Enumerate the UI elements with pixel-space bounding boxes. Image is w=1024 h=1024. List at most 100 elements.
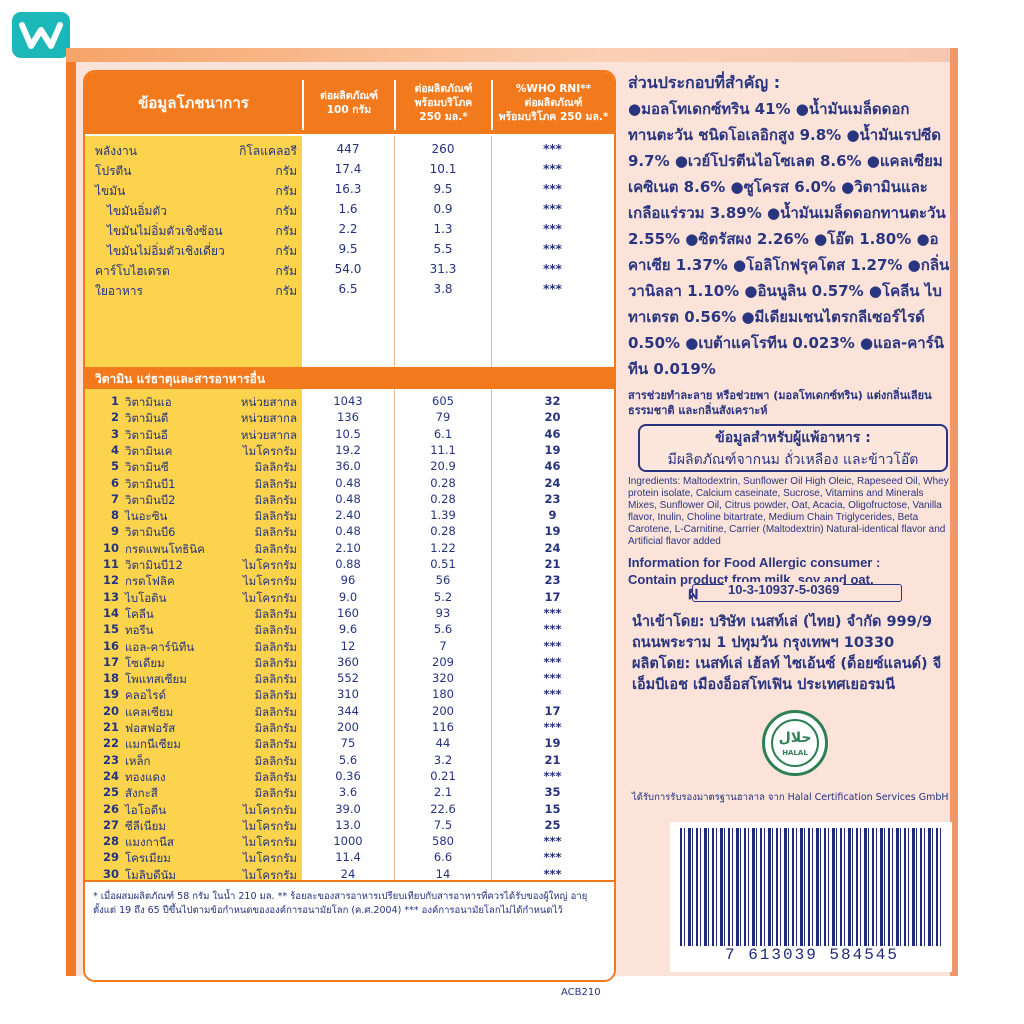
row-number: 6 <box>110 475 119 490</box>
value-who-rni: *** <box>543 142 562 156</box>
value-per-serving: 116 <box>432 720 454 734</box>
table-row: ไขมันไม่อิ่มตัวเชิงเดี่ยว กรัม 9.5 5.5 *** <box>85 240 614 260</box>
value-who-rni: *** <box>543 687 562 702</box>
value-per-serving: 10.1 <box>429 162 457 176</box>
value-per-serving: 1.3 <box>433 222 453 236</box>
table-row: 3 วิตามินอี หน่วยสากล 10.5 6.1 46 <box>85 425 614 442</box>
nutrient-name: โพแทสเซียม <box>125 672 187 687</box>
value-per-100g: 54.0 <box>334 262 362 276</box>
row-number: 25 <box>102 785 119 800</box>
table-row: พลังงาน กิโลแคลอรี 447 260 *** <box>85 140 614 160</box>
table-row: 28 แมงกานีส ไมโครกรัม 1000 580 *** <box>85 832 614 849</box>
nutrient-name: แมกนีเซียม <box>125 737 181 752</box>
ingredients-panel: ส่วนประกอบที่สำคัญ : ●มอลโทเดกซ์ทริน 41%… <box>628 70 952 588</box>
table-row: 29 โครเมียม ไมโครกรัม 11.4 6.6 *** <box>85 848 614 865</box>
value-per-serving: 5.5 <box>433 242 453 256</box>
value-per-100g: 2.10 <box>335 540 361 555</box>
nutrient-name: แคลเซียม <box>125 704 174 719</box>
table-row: 14 โคลีน มิลลิกรัม 160 93 *** <box>85 604 614 621</box>
brand-logo[interactable] <box>12 12 70 58</box>
table-row: 21 ฟอสฟอรัส มิลลิกรัม 200 116 *** <box>85 718 614 735</box>
nutrient-unit: กรัม <box>275 224 297 238</box>
row-number: 26 <box>102 801 119 816</box>
nutrient-unit: มิลลิกรัม <box>254 721 297 735</box>
value-who-rni: *** <box>543 182 562 196</box>
value-per-100g: 39.0 <box>335 801 361 816</box>
value-who-rni: 46 <box>544 426 561 441</box>
value-who-rni: 21 <box>544 557 561 571</box>
value-who-rni: 35 <box>544 785 561 800</box>
table-row: 25 สังกะสี มิลลิกรัม 3.6 2.1 35 <box>85 783 614 800</box>
nutrient-name: ไนอะซิน <box>125 509 168 524</box>
value-who-rni: 23 <box>544 491 561 506</box>
table-row: 11 วิตามินบี12 ไมโครกรัม 0.88 0.51 21 <box>85 555 614 572</box>
value-per-100g: 310 <box>337 687 359 702</box>
nutrient-unit: ไมโครกรัม <box>242 835 297 850</box>
value-who-rni: *** <box>543 834 562 849</box>
nutrient-name: วิตามินอี <box>125 427 168 442</box>
value-per-serving: 5.6 <box>433 622 453 637</box>
header-per-serving: ต่อผลิตภัณฑ์ พร้อมบริโภค 250 มล.* <box>414 83 473 123</box>
nutrient-unit: กรัม <box>275 204 297 218</box>
nutrient-name: วิตามินบี6 <box>125 525 176 540</box>
value-who-rni: 25 <box>544 817 561 832</box>
header-divider <box>394 80 396 130</box>
value-per-100g: 360 <box>337 654 359 669</box>
header-who-rni: %WHO RNI** ต่อผลิตภัณฑ์ พร้อมบริโภค 250 … <box>498 83 609 123</box>
value-per-100g: 3.6 <box>338 785 358 800</box>
nutrient-unit: มิลลิกรัม <box>254 606 297 621</box>
footnote: * เมื่อผสมผลิตภัณฑ์ 58 กรัม ในน้ำ 210 มล… <box>85 880 614 980</box>
row-number: 9 <box>110 524 119 539</box>
value-who-rni: *** <box>543 202 562 216</box>
value-per-serving: 20.9 <box>430 459 456 474</box>
nutrient-name: คาร์โบไฮเดรต <box>95 264 170 278</box>
table-row: 27 ซีลีเนียม ไมโครกรัม 13.0 7.5 25 <box>85 816 614 833</box>
value-per-100g: 1000 <box>333 834 363 849</box>
nutrient-name: คลอไรด์ <box>125 688 167 703</box>
row-number: 7 <box>110 491 119 506</box>
value-per-100g: 0.48 <box>335 475 361 490</box>
row-number: 2 <box>110 410 119 425</box>
nutrient-name: โมลิบดีนัม <box>125 867 177 882</box>
nutrient-name: ทองแดง <box>125 769 166 784</box>
nutrient-name: ไขมัน <box>95 184 126 198</box>
value-per-100g: 0.88 <box>335 557 361 571</box>
nutrient-name: สังกะสี <box>125 786 158 801</box>
value-per-serving: 0.21 <box>430 768 456 783</box>
row-number: 3 <box>110 426 119 441</box>
value-per-serving: 605 <box>432 394 454 408</box>
table-row: ไขมันอิ่มตัว กรัม 1.6 0.9 *** <box>85 200 614 220</box>
nutrient-unit: มิลลิกรัม <box>254 753 297 768</box>
table-row: คาร์โบไฮเดรต กรัม 54.0 31.3 *** <box>85 260 614 280</box>
nutrient-unit: ไมโครกรัม <box>242 558 297 572</box>
allergy-box: ข้อมูลสำหรับผู้แพ้อาหาร : มีผลิตภัณฑ์จาก… <box>638 424 948 472</box>
row-number: 5 <box>110 459 119 474</box>
value-who-rni: 19 <box>544 736 561 751</box>
nutrient-unit: หน่วยสากล <box>240 411 297 426</box>
value-who-rni: *** <box>543 242 562 256</box>
value-who-rni: *** <box>543 605 562 620</box>
row-number: 4 <box>110 442 119 457</box>
value-per-serving: 56 <box>435 573 451 588</box>
table-row: 12 กรดโฟลิค ไมโครกรัม 96 56 23 <box>85 571 614 588</box>
nutrient-unit: มิลลิกรัม <box>254 672 297 687</box>
value-per-serving: 7 <box>439 638 447 653</box>
value-per-serving: 2.1 <box>433 785 453 800</box>
table-row: โปรตีน กรัม 17.4 10.1 *** <box>85 160 614 180</box>
value-who-rni: *** <box>543 162 562 176</box>
table-row: 10 กรดแพนโทธินิค มิลลิกรัม 2.10 1.22 24 <box>85 539 614 556</box>
value-per-100g: 24 <box>340 866 356 881</box>
value-who-rni: 19 <box>544 524 561 539</box>
nutrient-unit: มิลลิกรัม <box>254 476 297 491</box>
table-row: 5 วิตามินซี มิลลิกรัม 36.0 20.9 46 <box>85 457 614 474</box>
row-number: 8 <box>110 508 119 523</box>
value-per-100g: 5.6 <box>338 752 358 767</box>
row-number: 12 <box>102 573 119 588</box>
value-who-rni: 17 <box>544 589 561 604</box>
value-per-serving: 93 <box>435 605 451 620</box>
table-row: 26 ไอโอดีน ไมโครกรัม 39.0 22.6 15 <box>85 800 614 817</box>
table-row: 9 วิตามินบี6 มิลลิกรัม 0.48 0.28 19 <box>85 522 614 539</box>
halal-seal-inner: حلال HALAL <box>771 719 819 767</box>
nutrient-unit: ไมโครกรัม <box>242 574 297 589</box>
nutrient-unit: มิลลิกรัม <box>254 704 297 719</box>
